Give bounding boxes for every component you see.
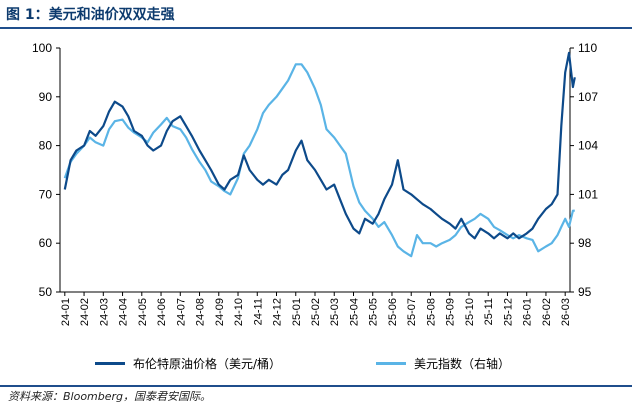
x-tick-label: 26-03: [560, 298, 572, 326]
series-line-dxy: [63, 63, 575, 258]
right-tick-label: 104: [578, 139, 598, 153]
source-note: 资料来源：Bloomberg，国泰君安国际。: [8, 390, 212, 403]
x-tick-label: 26-02: [541, 298, 553, 326]
right-tick-label: 101: [578, 187, 598, 201]
x-tick-label: 24-10: [233, 298, 245, 326]
legend-item-dxy: 美元指数（右轴）: [376, 355, 510, 372]
left-tick-label: 80: [39, 139, 53, 153]
x-tick-label: 24-05: [137, 298, 149, 326]
legend-label-brent: 布伦特原油价格（美元/桶）: [133, 357, 282, 371]
x-tick-label: 25-06: [387, 298, 399, 326]
x-tick-label: 25-09: [445, 298, 457, 326]
figure-title: 图 1：美元和油价双双走强: [6, 7, 175, 23]
x-tick-label: 24-03: [98, 298, 110, 326]
x-tick-label: 25-04: [348, 298, 360, 326]
x-tick-label: 25-02: [310, 298, 322, 326]
x-tick-label: 24-11: [252, 298, 264, 325]
x-tick-label: 24-08: [195, 298, 207, 326]
x-tick-label: 24-01: [60, 298, 72, 326]
x-tick-label: 25-03: [329, 298, 341, 326]
x-tick-label: 24-04: [118, 298, 130, 326]
legend-swatch-dxy: [376, 362, 406, 365]
x-tick-label: 25-11: [483, 298, 495, 325]
left-tick-label: 70: [39, 187, 53, 201]
x-tick-label: 25-05: [368, 298, 380, 326]
x-tick-label: 25-01: [291, 298, 303, 326]
x-tick-label: 24-06: [156, 298, 168, 326]
chart-axes: 50 60 70 80 90 100 95 98 101 104 107 110 24-01 24-02 2…: [32, 41, 598, 326]
x-tick-label: 25-07: [406, 298, 418, 326]
x-tick-label: 24-02: [79, 298, 91, 326]
right-tick-label: 98: [578, 236, 592, 250]
legend-label-dxy: 美元指数（右轴）: [414, 357, 511, 371]
series-line-brent: [63, 51, 576, 240]
x-tick-label: 24-12: [272, 298, 284, 326]
legend-item-brent: 布伦特原油价格（美元/桶）: [95, 355, 281, 372]
right-tick-label: 107: [578, 90, 598, 104]
left-tick-label: 100: [32, 41, 52, 55]
title-rule: [0, 27, 632, 29]
right-tick-label: 110: [578, 41, 597, 55]
x-tick-label: 25-08: [425, 298, 437, 326]
left-tick-label: 60: [39, 236, 53, 250]
x-tick-label: 25-10: [464, 298, 476, 326]
bottom-rule: [0, 385, 632, 387]
left-tick-label: 50: [39, 285, 53, 299]
right-tick-label: 95: [578, 285, 592, 299]
chart-series: [63, 51, 576, 258]
x-tick-label: 25-12: [502, 298, 514, 326]
left-tick-label: 90: [39, 90, 53, 104]
legend-swatch-brent: [95, 362, 125, 365]
x-tick-label: 24-07: [175, 298, 187, 326]
x-tick-label: 26-01: [522, 298, 534, 326]
x-tick-label: 24-09: [214, 298, 226, 326]
